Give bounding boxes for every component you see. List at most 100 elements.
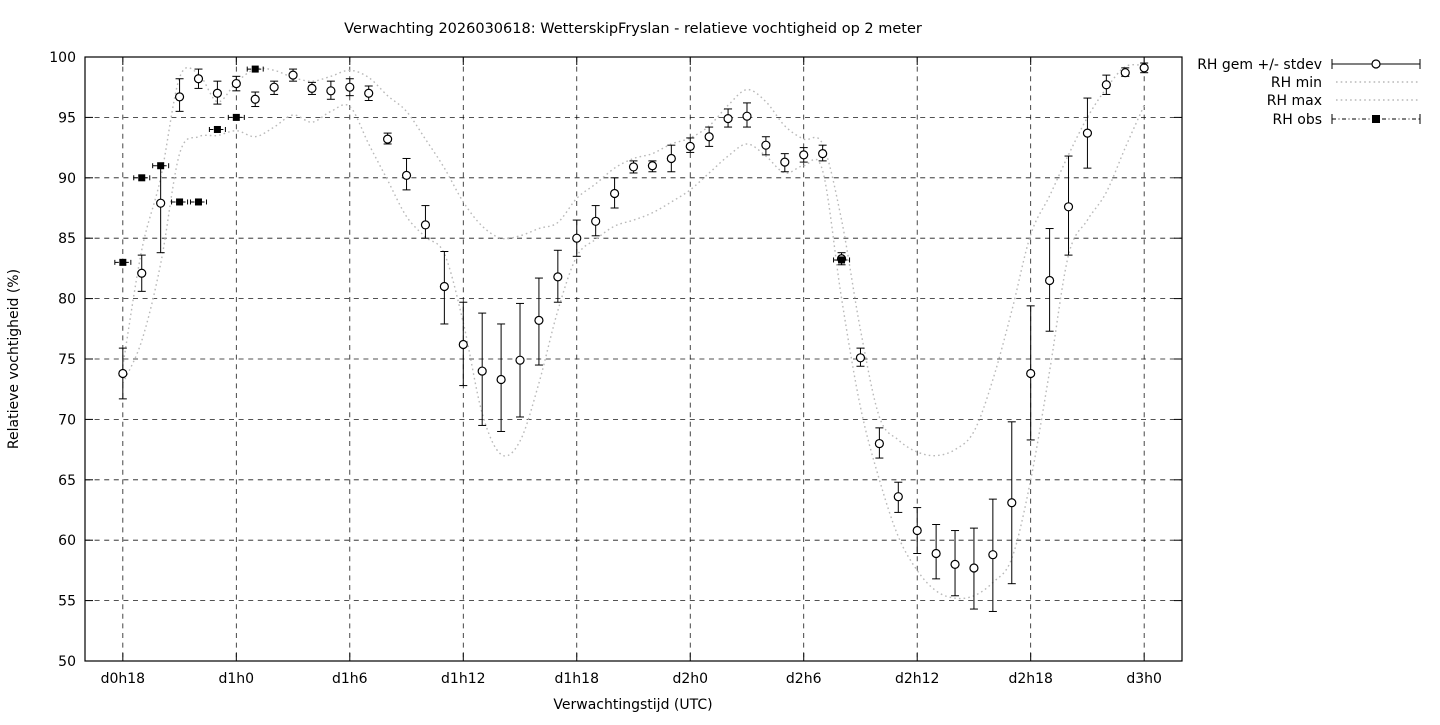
- mean-points: [118, 63, 1149, 573]
- x-tick-label-d3h0: d3h0: [1126, 671, 1162, 687]
- mean-point-h40: [534, 315, 544, 325]
- x-tick-label-d2h12: d2h12: [895, 671, 939, 687]
- mean-point-h58: [874, 438, 884, 449]
- y-tick-label-60: 60: [58, 533, 76, 549]
- mean-point-h61: [931, 548, 941, 559]
- obs-point-h23: [208, 125, 226, 133]
- mean-point-h53: [780, 157, 790, 167]
- y-tick-label-95: 95: [58, 110, 76, 126]
- mean-point-h39: [515, 355, 525, 365]
- mean-point-h67: [1045, 275, 1055, 286]
- mean-point-h34: [420, 220, 431, 230]
- obs-points: [114, 65, 851, 266]
- mean-point-h60: [912, 525, 922, 536]
- x-tick-label-d1h12: d1h12: [441, 671, 485, 687]
- mean-point-h41: [553, 272, 563, 282]
- legend-sample-dashdot-square-icon: [1331, 114, 1421, 124]
- mean-point-h54: [799, 150, 809, 160]
- chart-title: Verwachting 2026030618: WetterskipFrysla…: [344, 21, 922, 37]
- mean-point-h46: [647, 161, 658, 171]
- legend-label-rh-obs: RH obs: [1273, 112, 1322, 128]
- mean-point-h25: [250, 94, 260, 104]
- mean-point-h27: [288, 70, 298, 80]
- mean-point-h43: [591, 216, 601, 226]
- mean-point-h28: [307, 83, 317, 94]
- plot-frame: [84, 56, 1183, 662]
- obs-point-h24: [227, 113, 245, 121]
- y-tick-label-75: 75: [58, 352, 76, 368]
- mean-point-h68: [1063, 202, 1074, 212]
- obs-point-h21: [171, 198, 189, 206]
- x-tick-label-d1h0: d1h0: [219, 671, 255, 687]
- mean-point-h64: [988, 550, 998, 560]
- rh-min-line: [122, 103, 1145, 600]
- mean-point-h24: [231, 78, 241, 89]
- obs-point-h18: [114, 258, 132, 266]
- legend: RH gem +/- stdev RH min RH max RH obs: [1197, 57, 1421, 128]
- mean-point-h66: [1026, 368, 1036, 379]
- error-bars: [118, 62, 1149, 612]
- x-tick-label-d2h6: d2h6: [786, 671, 822, 687]
- y-tick-label-85: 85: [58, 231, 76, 247]
- mean-point-h69: [1082, 128, 1093, 138]
- y-tick-label-90: 90: [58, 171, 76, 187]
- mean-point-h37: [477, 366, 487, 376]
- y-tick-label-70: 70: [58, 412, 76, 428]
- legend-sample-errorbar-circle-icon: [1331, 59, 1421, 69]
- y-tick-label-50: 50: [58, 654, 76, 670]
- mean-point-h49: [704, 132, 714, 142]
- obs-point-h25: [246, 65, 264, 73]
- x-tick-label-d1h18: d1h18: [555, 671, 599, 687]
- mean-point-h71: [1120, 68, 1130, 78]
- mean-point-h35: [439, 281, 449, 292]
- y-axis-label: Relatieve vochtigheid (%): [6, 269, 22, 449]
- mean-point-h57: [855, 353, 866, 363]
- mean-point-h47: [666, 153, 676, 164]
- mean-point-h20: [156, 198, 166, 208]
- x-tick-label-d2h18: d2h18: [1008, 671, 1052, 687]
- error-bar-h20: [156, 165, 165, 254]
- mean-point-h19: [137, 268, 147, 278]
- mean-point-h21: [174, 92, 185, 102]
- obs-point-h56: [833, 256, 851, 264]
- mean-point-h38: [496, 374, 506, 385]
- mean-point-h50: [723, 114, 733, 124]
- mean-point-h44: [609, 188, 620, 199]
- mean-point-h31: [364, 88, 374, 98]
- gridlines: [85, 57, 1182, 661]
- mean-point-h51: [742, 111, 752, 121]
- mean-point-h63: [969, 563, 979, 573]
- x-tick-label-d2h0: d2h0: [672, 671, 708, 687]
- mean-point-h30: [345, 82, 355, 92]
- obs-point-h20: [152, 162, 170, 170]
- legend-label-rh-max: RH max: [1267, 93, 1322, 109]
- mean-point-h65: [1007, 498, 1017, 508]
- min-max-envelope: [122, 63, 1145, 600]
- mean-point-h42: [572, 233, 582, 243]
- mean-point-h32: [383, 134, 393, 144]
- y-tick-label-55: 55: [58, 594, 76, 610]
- obs-point-h19: [133, 174, 151, 182]
- tick-labels: d0h18 d1h0 d1h6 d1h12 d1h18 d2h0 d2h6 d2h12 d2h1…: [49, 50, 1162, 687]
- legend-label-rh-gem: RH gem +/- stdev: [1197, 57, 1322, 73]
- mean-point-h26: [269, 82, 279, 92]
- y-tick-label-100: 100: [49, 50, 76, 66]
- mean-point-h29: [326, 86, 336, 96]
- x-tick-label-d0h18: d0h18: [101, 671, 145, 687]
- mean-point-h72: [1139, 63, 1149, 73]
- mean-point-h48: [685, 141, 695, 151]
- legend-label-rh-min: RH min: [1271, 75, 1322, 91]
- y-tick-label-80: 80: [58, 292, 76, 308]
- y-tick-label-65: 65: [58, 473, 76, 489]
- mean-point-h70: [1101, 80, 1111, 90]
- mean-point-h45: [628, 162, 639, 172]
- mean-point-h22: [193, 74, 204, 84]
- obs-point-h22: [189, 198, 207, 206]
- x-tick-label-d1h6: d1h6: [332, 671, 368, 687]
- mean-point-h18: [118, 368, 128, 379]
- mean-point-h59: [893, 492, 903, 502]
- mean-point-h62: [950, 559, 960, 569]
- mean-point-h33: [401, 170, 412, 180]
- mean-point-h36: [458, 339, 468, 350]
